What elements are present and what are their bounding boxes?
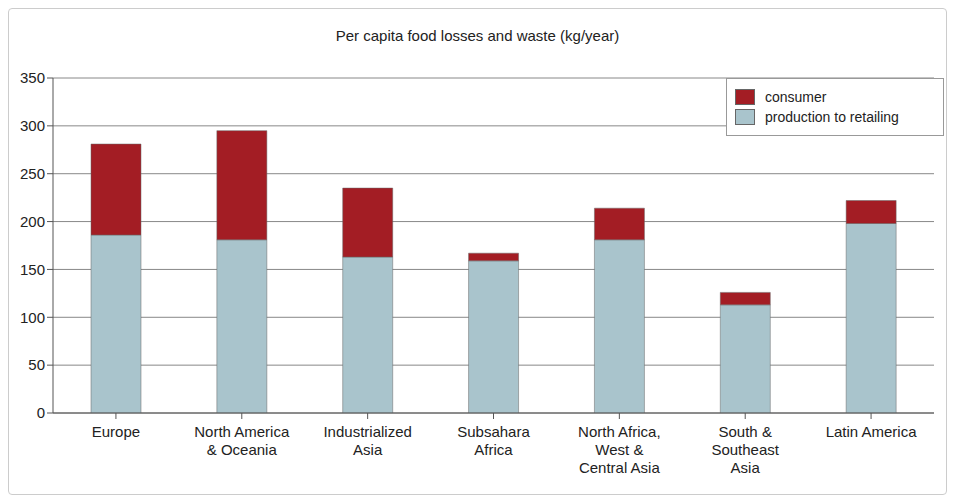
svg-text:IndustrializedAsia: IndustrializedAsia: [323, 423, 411, 458]
svg-text:North Africa,West &Central Asi: North Africa,West &Central Asia: [578, 423, 661, 476]
svg-text:Latin America: Latin America: [826, 423, 918, 440]
svg-text:Europe: Europe: [92, 423, 140, 440]
svg-text:South &SoutheastAsia: South &SoutheastAsia: [711, 423, 779, 476]
svg-text:North America& Oceania: North America& Oceania: [194, 423, 290, 458]
html-text:consumer: consumer: [765, 89, 827, 105]
html-text:Per capita food losses and was: Per capita food losses and waste (kg/yea…: [335, 27, 620, 44]
html-text:production to retailing: production to retailing: [765, 109, 899, 125]
svg-text:50: 50: [28, 356, 45, 373]
svg-text:200: 200: [20, 213, 45, 230]
svg-text:300: 300: [20, 117, 45, 134]
svg-text:150: 150: [20, 261, 45, 278]
svg-text:100: 100: [20, 309, 45, 326]
svg-text:350: 350: [20, 69, 45, 86]
svg-text:SubsaharaAfrica: SubsaharaAfrica: [457, 423, 530, 458]
svg-text:250: 250: [20, 165, 45, 182]
svg-text:0: 0: [37, 404, 45, 421]
